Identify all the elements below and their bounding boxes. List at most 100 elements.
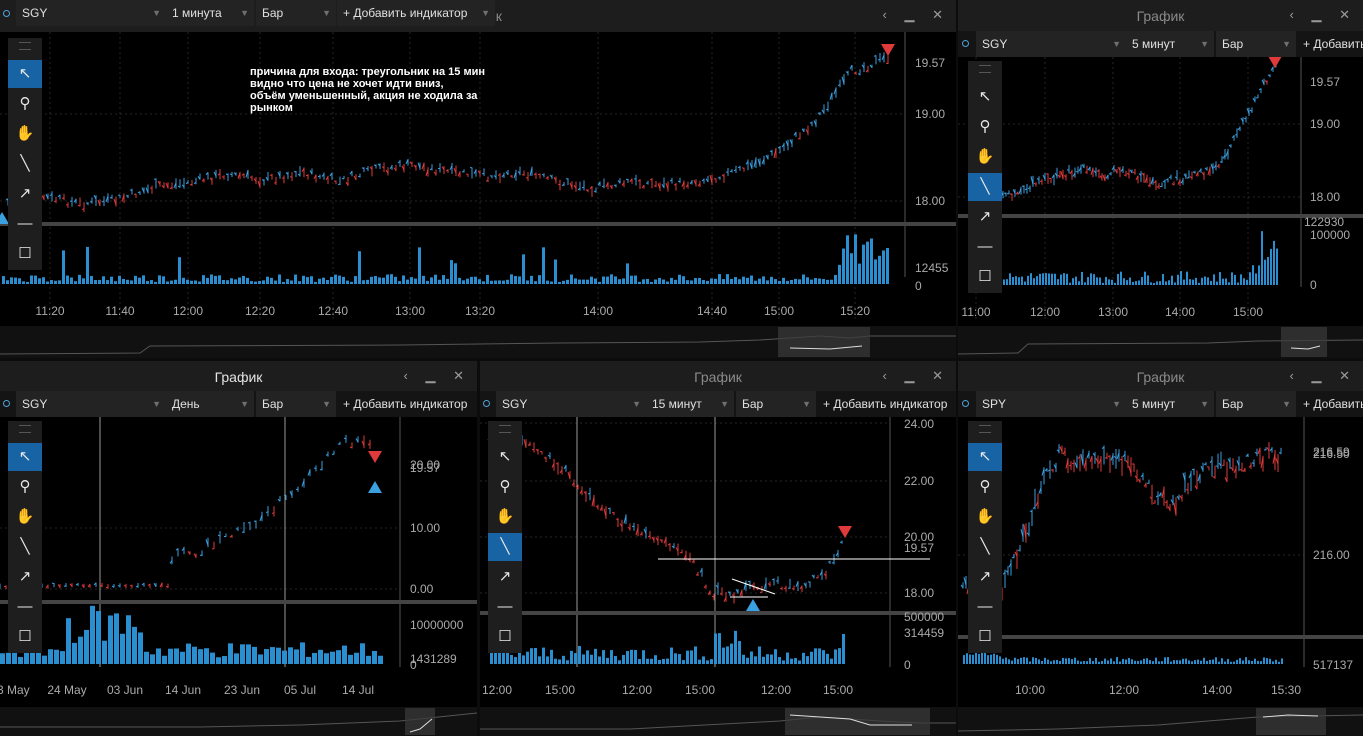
add-indicator-button[interactable]: + Добавить	[1297, 31, 1363, 57]
line-icon[interactable]: ╲	[488, 533, 522, 561]
zoom-icon[interactable]: ⚲	[499, 478, 511, 495]
price-chart[interactable]: 19.00 18.00 19.57 12455 0 11:20 11:40 12:00 12:2…	[0, 32, 956, 326]
cursor-icon[interactable]: ↖	[8, 443, 42, 471]
symbol-select[interactable]: SGY ▼	[16, 0, 166, 26]
symbol-select[interactable]: SGY ▼	[976, 31, 1126, 57]
window-titlebar[interactable]: График ‹ ▁ ✕	[0, 361, 477, 393]
chart-type-select[interactable]: Бар ▼	[256, 391, 336, 417]
cursor-icon[interactable]: ↖	[978, 88, 992, 105]
rectangle-icon[interactable]: ☐	[498, 628, 512, 645]
horizontal-line-icon[interactable]: —	[17, 215, 33, 232]
add-indicator-button[interactable]: + Добавить	[1297, 391, 1363, 417]
volume-bar	[590, 654, 593, 664]
link-dot-icon[interactable]	[3, 10, 10, 17]
line-icon[interactable]: ╲	[20, 538, 30, 555]
cursor-icon[interactable]: ↖	[968, 443, 1002, 471]
add-indicator-button[interactable]: + Добавить индикатор	[817, 391, 956, 417]
price-bar-tick	[57, 584, 61, 588]
volume-bar	[1276, 248, 1278, 285]
grip-icon[interactable]	[19, 42, 31, 50]
axis-label: 13:20	[465, 304, 495, 318]
horizontal-line-icon[interactable]: —	[17, 598, 33, 615]
hand-icon[interactable]: ✋	[975, 508, 995, 525]
price-bar-tick	[273, 182, 277, 184]
window-controls[interactable]: ‹ ▁ ✕	[403, 368, 471, 383]
chart-type-select[interactable]: Бар ▼	[1216, 391, 1296, 417]
arrow-icon[interactable]: ↗	[18, 185, 32, 202]
chart-type-select[interactable]: Бар ▼	[256, 0, 336, 26]
cursor-icon[interactable]: ↖	[8, 60, 42, 88]
chart-type-select[interactable]: Бар ▼	[736, 391, 816, 417]
navigator-bar[interactable]	[958, 326, 1363, 358]
add-indicator-button[interactable]: + Добавить индикатор ▼	[337, 0, 495, 26]
symbol-select[interactable]: SGY ▼	[16, 391, 166, 417]
grip-icon[interactable]	[979, 425, 991, 433]
hand-icon[interactable]: ✋	[15, 125, 35, 142]
zoom-icon[interactable]: ⚲	[19, 95, 31, 112]
interval-select[interactable]: 5 минут ▼	[1126, 31, 1214, 57]
arrow-icon[interactable]: ↗	[978, 208, 992, 225]
volume-bar	[566, 660, 569, 664]
link-dot-icon[interactable]	[3, 400, 10, 407]
arrow-icon[interactable]: ↗	[978, 568, 992, 585]
rectangle-icon[interactable]: ☐	[978, 268, 992, 285]
symbol-select[interactable]: SGY ▼	[496, 391, 646, 417]
volume-bar	[790, 658, 793, 664]
price-bar-tick	[715, 584, 719, 588]
rectangle-icon[interactable]: ☐	[18, 245, 32, 262]
interval-select[interactable]: 5 минут ▼	[1126, 391, 1214, 417]
interval-select[interactable]: День ▼	[166, 391, 254, 417]
navigator-bar[interactable]	[0, 326, 956, 358]
window-controls[interactable]: ‹ ▁ ✕	[1289, 7, 1357, 22]
price-bar-tick	[1029, 510, 1033, 513]
rectangle-icon[interactable]: ☐	[18, 628, 32, 645]
navigator-bar[interactable]	[480, 707, 956, 736]
arrow-icon[interactable]: ↗	[498, 568, 512, 585]
line-icon[interactable]: ╲	[968, 173, 1002, 201]
window-controls[interactable]: ‹ ▁ ✕	[882, 7, 950, 22]
interval-select[interactable]: 15 минут ▼	[646, 391, 734, 417]
grip-icon[interactable]	[19, 425, 31, 433]
window-controls[interactable]: ‹ ▁ ✕	[882, 368, 950, 383]
line-icon[interactable]: ╲	[20, 155, 30, 172]
price-bar-tick	[1164, 501, 1168, 504]
horizontal-line-icon[interactable]: —	[497, 598, 513, 615]
window-titlebar[interactable]: График ‹ ▁ ✕	[958, 361, 1363, 393]
add-indicator-button[interactable]: + Добавить индикатор	[337, 391, 477, 417]
grip-icon[interactable]	[499, 425, 511, 433]
zoom-icon[interactable]: ⚲	[19, 478, 31, 495]
navigator-bar[interactable]	[0, 707, 477, 736]
link-dot-icon[interactable]	[962, 40, 969, 47]
axis-label: 216.50	[1313, 447, 1350, 461]
hand-icon[interactable]: ✋	[975, 148, 995, 165]
price-bar-tick	[301, 480, 305, 487]
link-dot-icon[interactable]	[962, 400, 969, 407]
zoom-icon[interactable]: ⚲	[979, 118, 991, 135]
horizontal-line-icon[interactable]: —	[977, 598, 993, 615]
navigator-bar[interactable]	[958, 707, 1363, 736]
hand-icon[interactable]: ✋	[15, 508, 35, 525]
symbol-select[interactable]: SPY ▼	[976, 391, 1126, 417]
cursor-icon[interactable]: ↖	[498, 448, 512, 465]
chart-type-select[interactable]: Бар ▼	[1216, 31, 1296, 57]
price-bar-tick	[125, 195, 129, 197]
window-titlebar[interactable]: График ‹ ▁ ✕	[480, 361, 956, 393]
arrow-icon[interactable]: ↗	[18, 568, 32, 585]
window-controls[interactable]: ‹ ▁ ✕	[1289, 368, 1357, 383]
line-icon[interactable]: ╲	[980, 538, 990, 555]
symbol-value: SPY	[982, 397, 1007, 411]
interval-select[interactable]: 1 минута ▼	[166, 0, 254, 26]
volume-bar	[650, 281, 653, 284]
rectangle-icon[interactable]: ☐	[978, 628, 992, 645]
grip-icon[interactable]	[979, 65, 991, 73]
horizontal-line-icon[interactable]: —	[977, 238, 993, 255]
link-dot-icon[interactable]	[483, 400, 490, 407]
zoom-icon[interactable]: ⚲	[979, 478, 991, 495]
volume-bar	[494, 647, 497, 664]
window-titlebar[interactable]: График ‹ ▁ ✕	[958, 0, 1363, 32]
hand-icon[interactable]: ✋	[495, 508, 515, 525]
